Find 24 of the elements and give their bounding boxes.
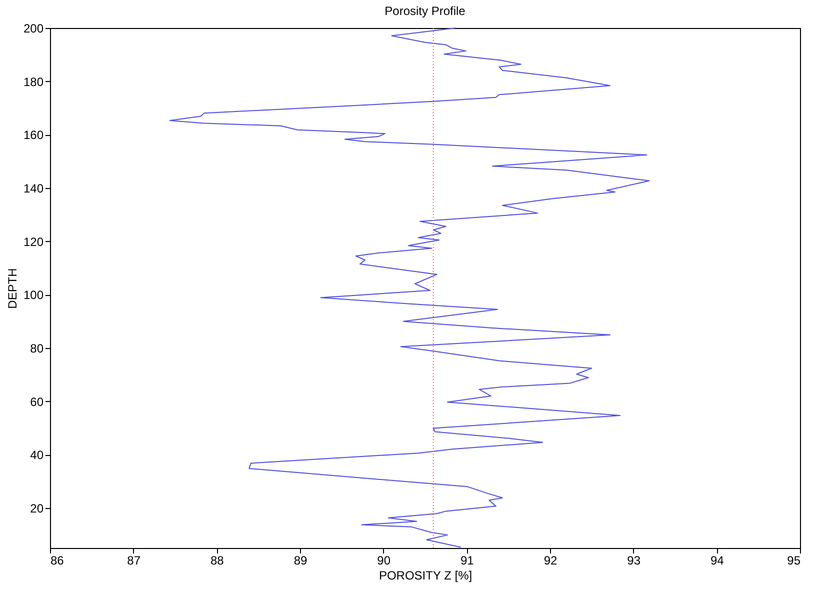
y-tick-label: 100 bbox=[23, 288, 44, 302]
x-tick-label: 92 bbox=[544, 554, 558, 568]
y-tick-label: 40 bbox=[30, 448, 44, 462]
x-tick-label: 91 bbox=[460, 554, 474, 568]
chart-title: Porosity Profile bbox=[384, 4, 466, 18]
y-tick-label: 120 bbox=[23, 234, 44, 249]
y-axis-title: DEPTH bbox=[5, 268, 20, 309]
y-tick-label: 160 bbox=[23, 128, 44, 142]
y-tick-label: 180 bbox=[23, 74, 44, 89]
y-tick-label: 140 bbox=[23, 182, 44, 196]
x-axis-title: POROSITY Z [%] bbox=[378, 568, 472, 582]
x-tick-label: 86 bbox=[50, 554, 64, 568]
y-tick-label: 80 bbox=[30, 342, 44, 356]
y-tick-label: 20 bbox=[30, 502, 44, 516]
x-tick-label: 94 bbox=[710, 554, 724, 568]
x-tick-label: 95 bbox=[787, 554, 801, 568]
x-tick-label: 90 bbox=[377, 554, 391, 568]
x-tick-label: 88 bbox=[210, 554, 224, 568]
line-series bbox=[170, 28, 650, 548]
x-tick-label: 93 bbox=[627, 554, 641, 568]
y-tick-label: 60 bbox=[30, 394, 44, 409]
x-tick-label: 89 bbox=[294, 554, 308, 568]
x-tick-label: 87 bbox=[127, 554, 141, 568]
y-tick-label: 200 bbox=[23, 22, 44, 36]
